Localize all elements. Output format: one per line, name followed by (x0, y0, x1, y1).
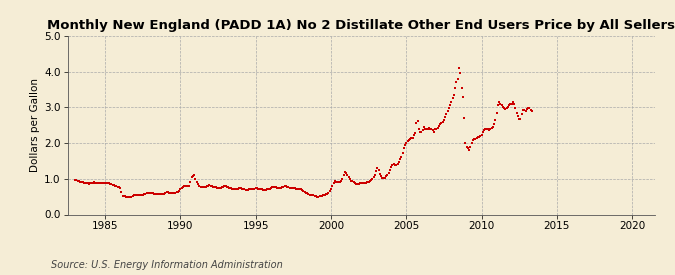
Text: Source: U.S. Energy Information Administration: Source: U.S. Energy Information Administ… (51, 260, 282, 270)
Title: Monthly New England (PADD 1A) No 2 Distillate Other End Users Price by All Selle: Monthly New England (PADD 1A) No 2 Disti… (47, 19, 675, 32)
Y-axis label: Dollars per Gallon: Dollars per Gallon (30, 78, 40, 172)
